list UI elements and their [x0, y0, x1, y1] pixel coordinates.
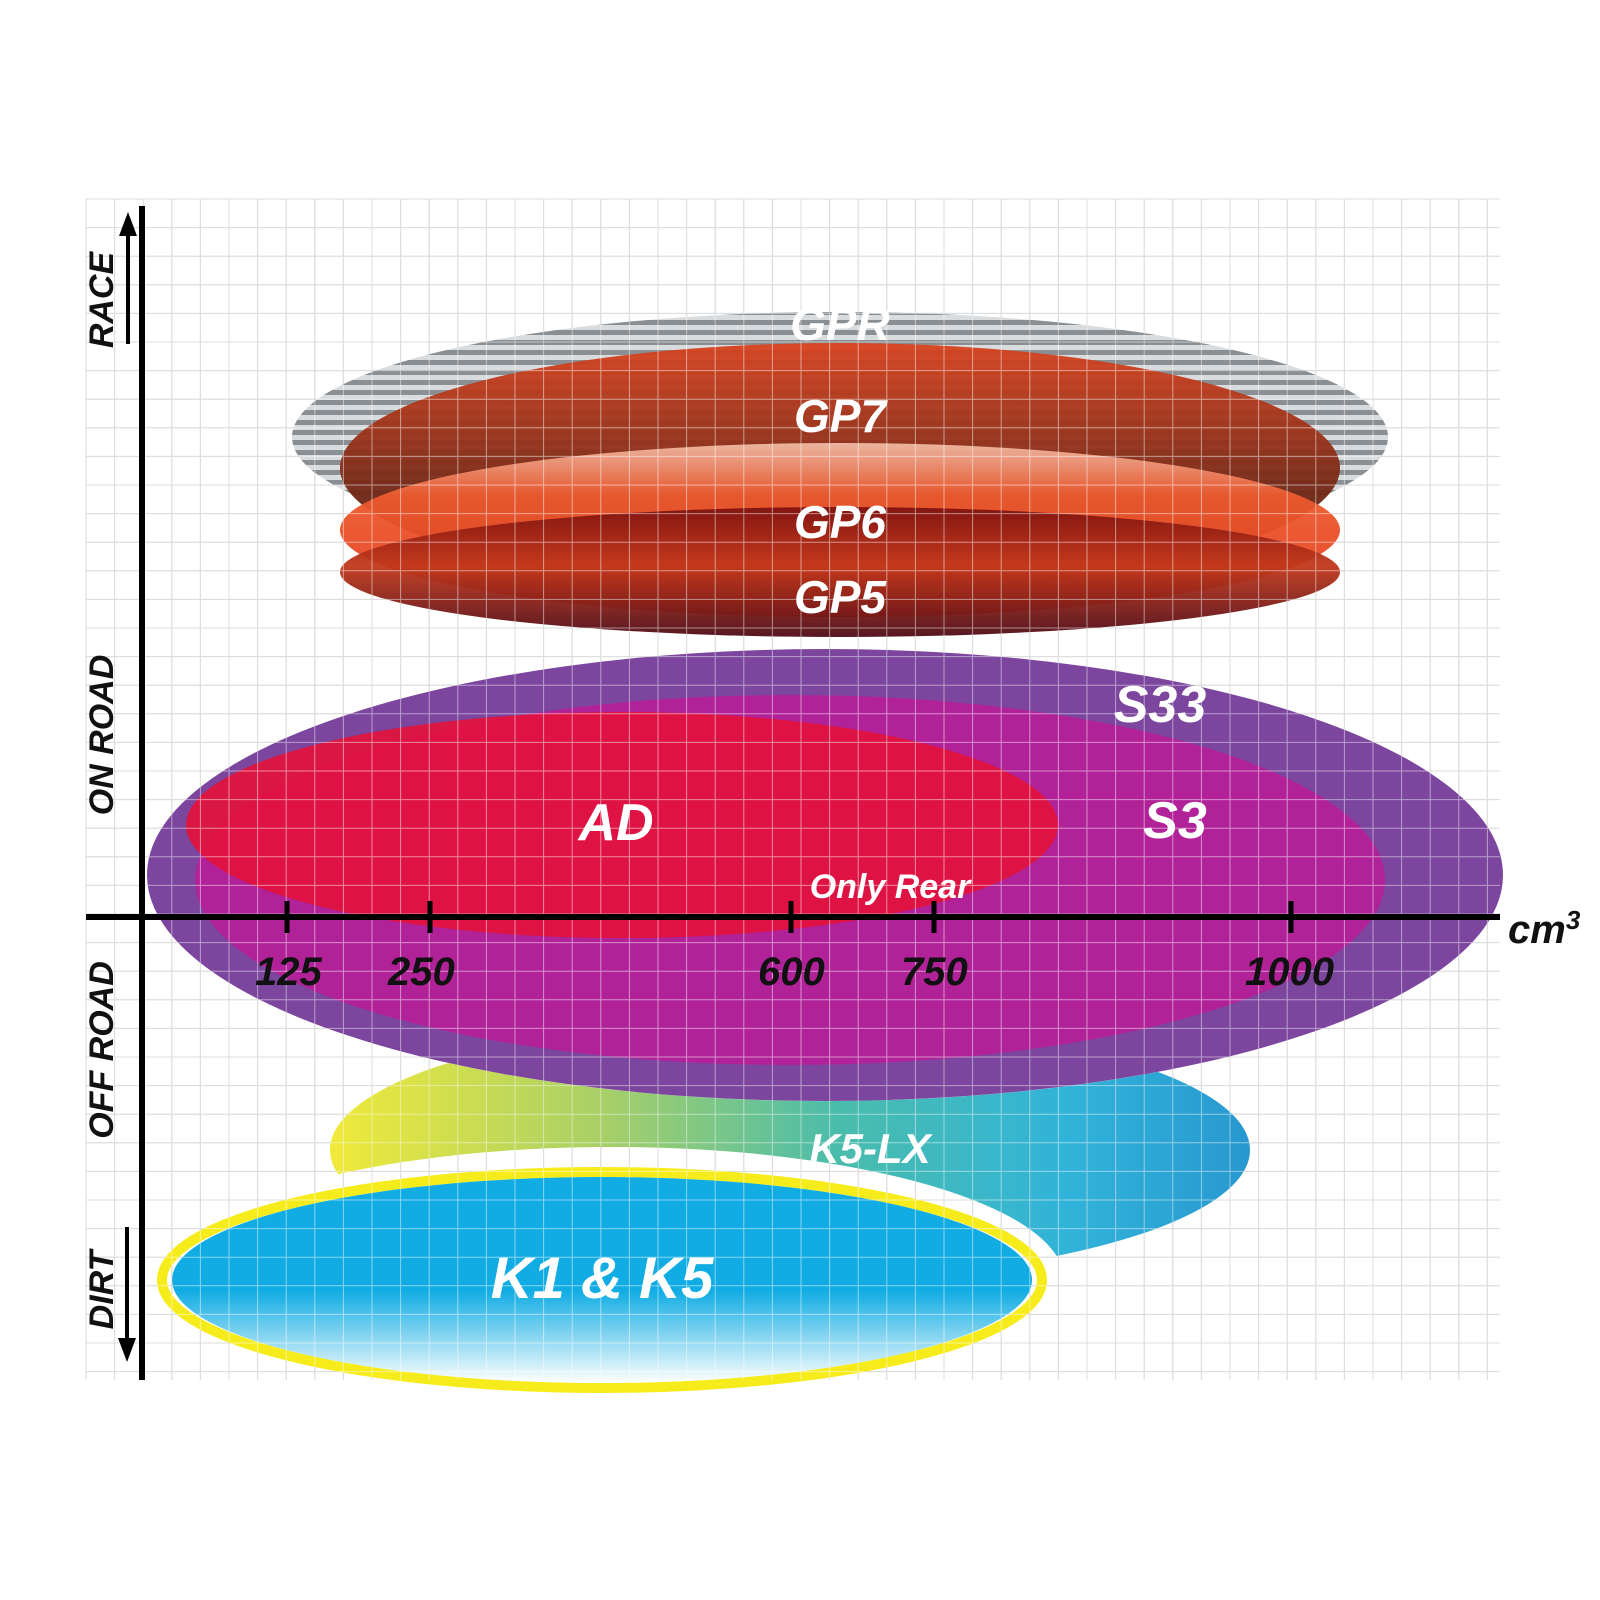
- svg-text:GP5: GP5: [794, 571, 887, 623]
- svg-text:250: 250: [387, 950, 455, 994]
- svg-text:RACE: RACE: [83, 251, 121, 349]
- svg-text:DIRT: DIRT: [83, 1247, 121, 1329]
- svg-text:600: 600: [758, 950, 825, 994]
- svg-text:K1 & K5: K1 & K5: [491, 1246, 714, 1311]
- svg-text:750: 750: [901, 950, 968, 994]
- svg-text:GP6: GP6: [794, 496, 886, 548]
- svg-text:OFF ROAD: OFF ROAD: [83, 961, 121, 1139]
- svg-text:AD: AD: [576, 794, 653, 852]
- svg-text:cm3: cm3: [1508, 905, 1581, 952]
- svg-text:125: 125: [255, 950, 322, 994]
- svg-text:ON ROAD: ON ROAD: [83, 655, 121, 816]
- svg-text:S3: S3: [1143, 792, 1207, 850]
- svg-text:GP7: GP7: [794, 390, 888, 442]
- svg-text:1000: 1000: [1245, 950, 1334, 994]
- svg-text:Only Rear: Only Rear: [810, 868, 972, 906]
